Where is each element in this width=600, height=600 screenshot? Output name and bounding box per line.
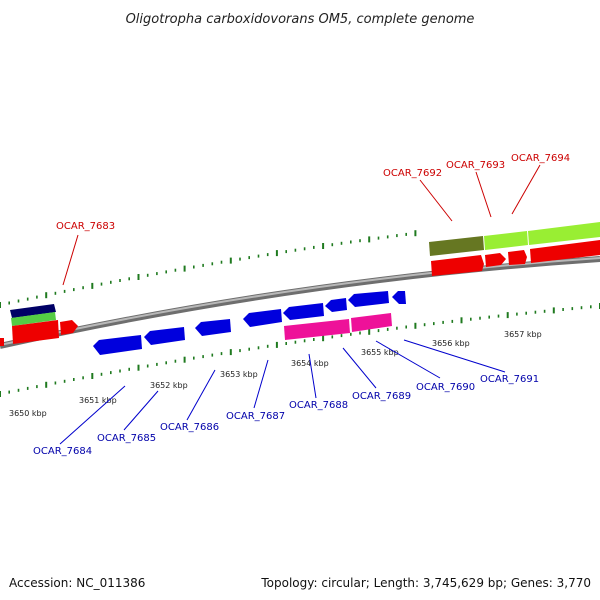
kbp-label: 3655 kbp	[361, 348, 399, 357]
gene-label-ocar-7684[interactable]: OCAR_7684	[33, 446, 92, 457]
callout-line	[419, 179, 453, 222]
gene-label-ocar-7692[interactable]: OCAR_7692	[383, 168, 442, 179]
callout-line	[403, 339, 506, 373]
blue-gene-feature[interactable]	[392, 291, 406, 304]
red-gene-feature[interactable]	[12, 320, 59, 344]
topology-text: Topology: circular; Length: 3,745,629 bp…	[260, 576, 591, 590]
kbp-label: 3650 kbp	[9, 409, 47, 418]
forward-gene-group-right	[429, 222, 600, 276]
callout-line	[62, 234, 79, 286]
lime-gene-feature[interactable]	[528, 222, 600, 245]
red-gene-feature[interactable]	[60, 320, 78, 335]
green-gene-feature[interactable]	[11, 312, 56, 326]
callout-line	[186, 369, 216, 421]
gene-label-ocar-7691[interactable]: OCAR_7691	[480, 374, 539, 385]
gene-label-ocar-7685[interactable]: OCAR_7685	[97, 433, 156, 444]
gene-label-ocar-7683[interactable]: OCAR_7683	[56, 221, 115, 232]
kbp-scale-labels: 3650 kbp 3651 kbp 3652 kbp 3653 kbp 3654…	[9, 330, 542, 418]
kbp-label: 3657 kbp	[504, 330, 542, 339]
forward-gene-labels: OCAR_7683 OCAR_7692 OCAR_7693 OCAR_7694	[56, 153, 570, 232]
callout-line	[308, 353, 317, 399]
gene-label-ocar-7688[interactable]: OCAR_7688	[289, 400, 348, 411]
callout-line	[123, 390, 159, 431]
gene-label-ocar-7694[interactable]: OCAR_7694	[511, 153, 570, 164]
blue-gene-feature[interactable]	[283, 303, 324, 320]
navy-gene-feature[interactable]	[10, 304, 56, 318]
callout-line	[59, 385, 126, 445]
gene-label-ocar-7686[interactable]: OCAR_7686	[160, 422, 219, 433]
callout-line	[475, 171, 492, 218]
reverse-tick-track	[0, 303, 600, 397]
lime-gene-feature[interactable]	[484, 231, 528, 250]
kbp-label: 3651 kbp	[79, 396, 117, 405]
callout-line	[375, 340, 441, 379]
red-gene-feature[interactable]	[431, 255, 484, 276]
kbp-label: 3654 kbp	[291, 359, 329, 368]
blue-gene-feature[interactable]	[144, 327, 185, 345]
gene-label-ocar-7689[interactable]: OCAR_7689	[352, 391, 411, 402]
pink-gene-feature[interactable]	[351, 313, 392, 332]
forward-gene-group-left	[0, 304, 78, 346]
blue-gene-feature[interactable]	[348, 291, 389, 307]
gene-label-ocar-7690[interactable]: OCAR_7690	[416, 382, 475, 393]
kbp-label: 3656 kbp	[432, 339, 470, 348]
blue-gene-feature[interactable]	[325, 298, 347, 312]
blue-gene-feature[interactable]	[93, 335, 142, 355]
gene-label-ocar-7693[interactable]: OCAR_7693	[446, 160, 505, 171]
red-gene-feature[interactable]	[530, 240, 600, 263]
blue-gene-feature[interactable]	[243, 309, 282, 327]
red-gene-feature[interactable]	[0, 338, 4, 346]
reverse-gene-labels: OCAR_7684 OCAR_7685 OCAR_7686 OCAR_7687 …	[33, 374, 539, 457]
gene-label-ocar-7687[interactable]: OCAR_7687	[226, 411, 285, 422]
pink-gene-feature[interactable]	[284, 319, 350, 340]
forward-gene-callouts	[62, 164, 541, 286]
reverse-gene-callouts	[59, 339, 506, 445]
kbp-label: 3652 kbp	[150, 381, 188, 390]
kbp-label: 3653 kbp	[220, 370, 258, 379]
reverse-gene-group	[93, 291, 406, 355]
accession-text: Accession: NC_011386	[9, 576, 145, 590]
callout-line	[253, 359, 269, 409]
red-gene-feature[interactable]	[485, 253, 506, 267]
red-gene-feature[interactable]	[508, 250, 527, 265]
olive-gene-feature[interactable]	[429, 236, 484, 256]
blue-gene-feature[interactable]	[195, 319, 231, 336]
callout-line	[511, 164, 541, 215]
forward-tick-track	[0, 230, 417, 308]
callout-line	[342, 347, 377, 389]
map-title: Oligotropha carboxidovorans OM5, complet…	[126, 12, 475, 27]
